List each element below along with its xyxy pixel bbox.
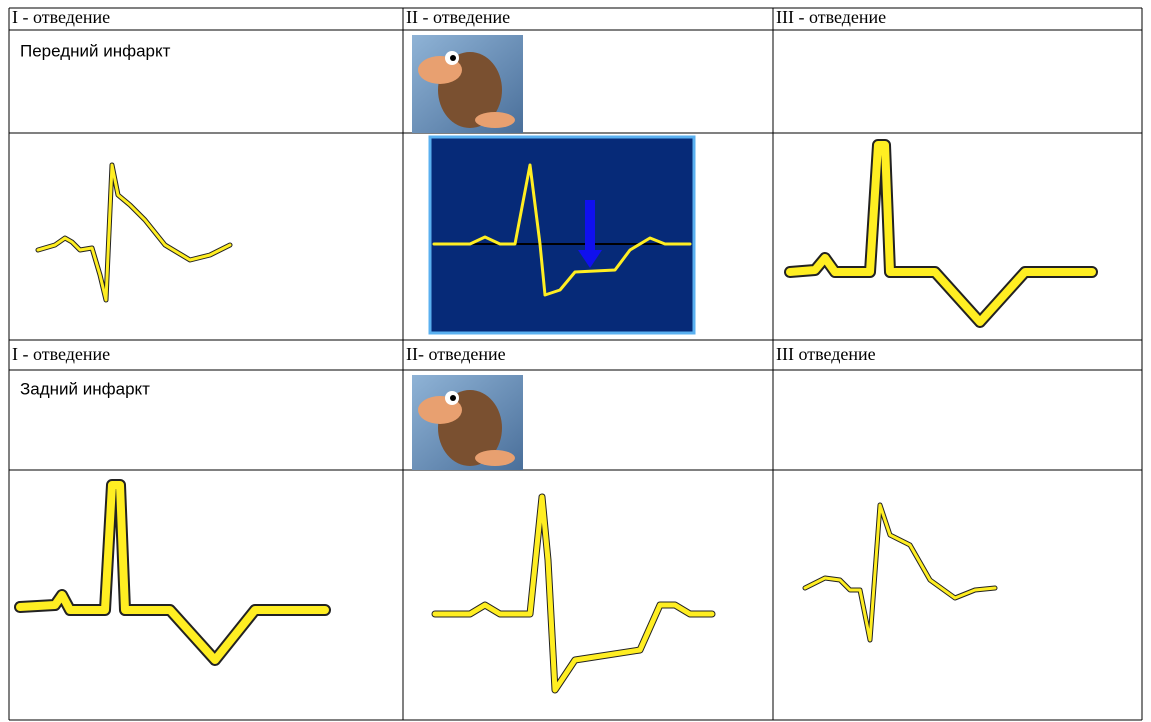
ecg-curve — [14, 479, 331, 666]
ecg-curve — [35, 162, 233, 303]
table-borders — [8, 7, 1143, 721]
ecg-panel — [428, 135, 696, 335]
section-label: Передний инфаркт — [20, 41, 171, 60]
lead-header: I - отведение — [12, 7, 110, 27]
lead-header: II- отведение — [406, 344, 506, 364]
ecg-curve — [784, 139, 1098, 328]
monkey-image — [412, 35, 523, 133]
lead-header: III отведение — [776, 344, 876, 364]
monkey-image — [412, 375, 523, 470]
lead-header: II - отведение — [406, 7, 510, 27]
lead-header: III - отведение — [776, 7, 886, 27]
ecg-curve — [802, 502, 998, 643]
section-label: Задний инфаркт — [20, 379, 150, 398]
lead-header: I - отведение — [12, 344, 110, 364]
ecg-curve — [431, 493, 716, 694]
